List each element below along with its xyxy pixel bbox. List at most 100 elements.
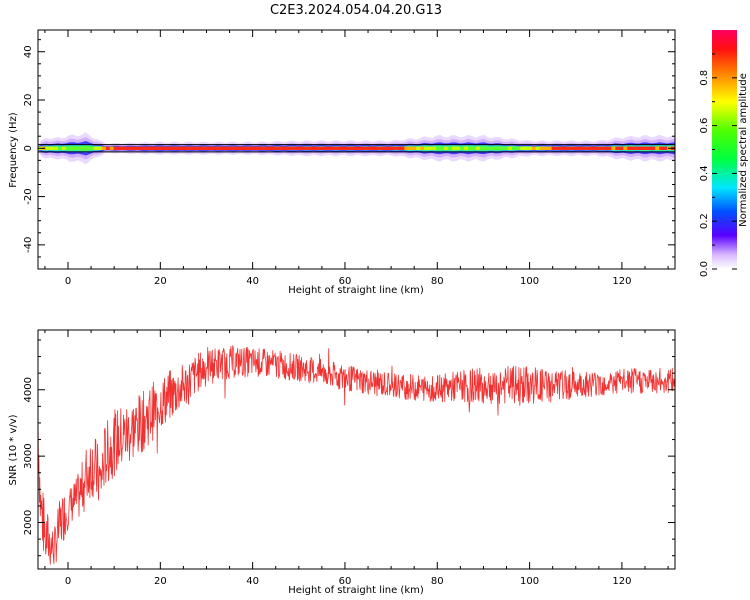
snr-x-tick-label: 0 [65, 576, 71, 587]
band-core-segment [559, 146, 564, 150]
band-core-segment [149, 146, 154, 150]
band-core-segment [89, 146, 95, 150]
band-core-segment [575, 146, 580, 150]
band-core-segment [213, 146, 218, 150]
spectrogram-x-tick-label: 20 [154, 276, 167, 287]
band-core-segment [304, 146, 310, 150]
band-core-segment [57, 146, 63, 150]
colorbar-tick-label: 0.0 [699, 261, 710, 277]
band-core-segment [276, 146, 282, 150]
snr-y-tick-label: 3000 [23, 443, 34, 468]
snr-x-tick-label: 80 [431, 576, 444, 587]
band-core-segment [320, 146, 326, 150]
band-core-segment [623, 146, 628, 150]
band-core-segment [607, 146, 612, 150]
band-core-segment [543, 146, 548, 150]
spectrogram-x-tick-label: 80 [431, 276, 444, 287]
band-core-segment [121, 146, 126, 150]
band-core-segment [161, 146, 166, 150]
band-core-segment [376, 146, 381, 150]
band-core-segment [547, 146, 552, 150]
snr-x-tick-label: 60 [339, 576, 352, 587]
band-core-segment [456, 146, 461, 150]
spectrogram-x-axis-label: Height of straight line (km) [288, 285, 424, 296]
band-core-segment [396, 146, 401, 150]
band-core-segment [257, 146, 262, 150]
band-core-segment [475, 146, 481, 150]
band-core-segment [452, 146, 457, 150]
band-core-segment [563, 146, 568, 150]
band-core-segment [280, 146, 286, 150]
band-core-segment [384, 146, 389, 150]
band-core-segment [284, 146, 290, 150]
band-core-segment [440, 146, 445, 150]
band-core-segment [324, 146, 330, 150]
band-core-segment [308, 146, 314, 150]
spectrogram-y-tick-label: -40 [23, 237, 34, 253]
band-core-segment [595, 146, 600, 150]
band-core-segment [288, 146, 294, 150]
band-core-segment [519, 146, 525, 150]
band-core-segment [197, 146, 202, 150]
band-core-segment [555, 146, 560, 150]
band-core-segment [49, 146, 55, 150]
band-core-segment [249, 146, 254, 150]
band-core-segment [579, 146, 584, 150]
band-core-segment [352, 146, 357, 150]
band-core-segment [472, 146, 477, 150]
band-core-segment [527, 146, 533, 150]
reference-lines [38, 144, 675, 153]
band-core-segment [523, 146, 529, 150]
band-core-segment [225, 146, 230, 150]
band-core-segment [137, 146, 142, 150]
band-core-segment [380, 146, 385, 150]
band-core-segment [46, 146, 51, 150]
band-core-segment [655, 146, 660, 150]
band-core-segment [487, 146, 493, 150]
band-core-segment [185, 146, 190, 150]
snr-y-axis-label: SNR (10 * v/v) [8, 414, 19, 485]
band-core-segment [272, 146, 278, 150]
band-core-segment [77, 146, 83, 150]
spectrogram-band [38, 132, 675, 165]
band-core-segment [157, 146, 162, 150]
band-core-segment [109, 146, 115, 150]
snr-y-tick-label: 4000 [23, 377, 34, 402]
band-core-segment [328, 146, 333, 150]
band-core-segment [468, 146, 473, 150]
band-core-segment [495, 146, 501, 150]
band-core-segment [253, 146, 258, 150]
band-core-segment [53, 146, 59, 150]
band-core-segment [332, 146, 337, 150]
spectrogram-y-axis-label: Frequency (Hz) [8, 112, 19, 188]
band-core-segment [336, 146, 341, 150]
band-core-segment [368, 146, 373, 150]
band-core-segment [412, 146, 417, 150]
band-core-segment [643, 146, 648, 150]
band-core-segment [97, 146, 103, 150]
band-core-segment [539, 146, 544, 150]
band-core-segment [511, 146, 517, 150]
band-core-segment [101, 146, 107, 150]
band-core-segment [659, 146, 664, 150]
band-core-segment [201, 146, 206, 150]
spectrogram-y-tick-label: 0 [23, 145, 34, 151]
band-core-segment [392, 146, 397, 150]
band-core-segment [424, 146, 429, 150]
band-core-segment [169, 146, 174, 150]
band-core-segment [400, 146, 405, 150]
band-core-segment [599, 146, 604, 150]
band-core-segment [444, 146, 449, 150]
band-core-segment [117, 146, 122, 150]
band-core-segment [567, 146, 572, 150]
band-core-segment [181, 146, 186, 150]
band-core-segment [404, 146, 409, 150]
band-core-segment [61, 146, 67, 150]
snr-ticks: 0 20 40 60 80 100 120 2000 3000 4000 [23, 330, 675, 587]
band-core-segment [129, 146, 134, 150]
band-core-segment [464, 146, 469, 150]
band-core-segment [531, 146, 537, 150]
band-core-segment [515, 146, 521, 150]
band-core-segment [125, 146, 130, 150]
band-core-segment [193, 146, 198, 150]
